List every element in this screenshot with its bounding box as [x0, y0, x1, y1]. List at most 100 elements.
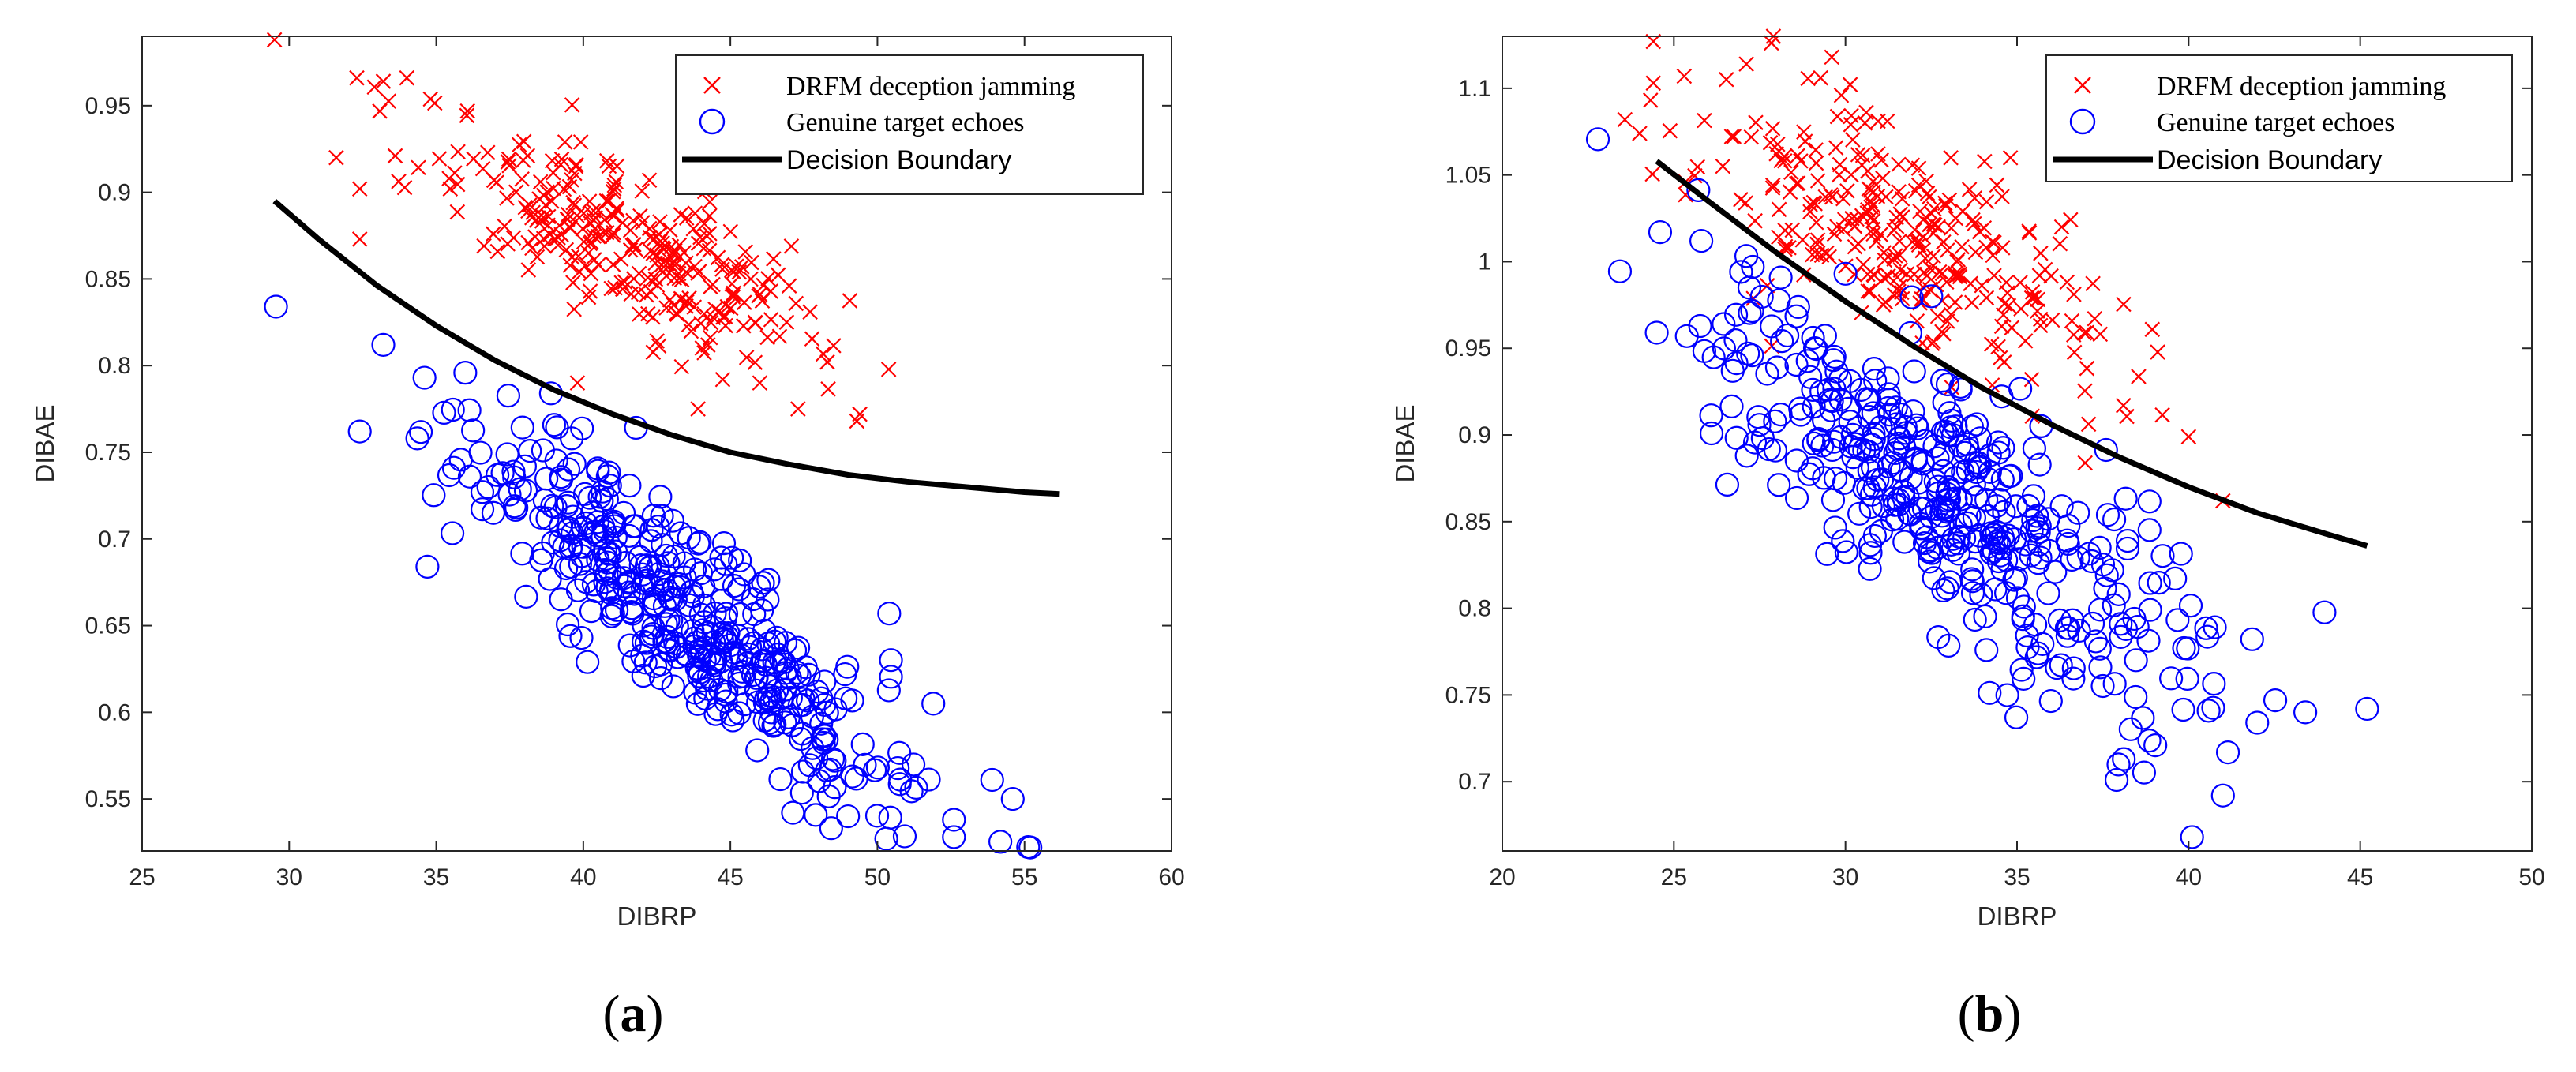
ticks-layer-a: 25 30 35 40 45 50 55 60 0.55 0.6 0.65 0.7 0.75 0.8 0.8… [85, 36, 1185, 890]
x-tick-label: 30 [1832, 864, 1858, 890]
genuine-point [623, 514, 647, 538]
jamming-point [1771, 201, 1787, 218]
genuine-point [692, 593, 716, 618]
jamming-point [1895, 290, 1910, 307]
genuine-point [804, 803, 828, 827]
genuine-point [820, 747, 846, 771]
jamming-point [449, 176, 466, 193]
jamming-point [1645, 75, 1662, 92]
jamming-point [2044, 312, 2060, 328]
y-tick-label: 0.85 [85, 266, 131, 292]
genuine-point [1784, 352, 1809, 377]
genuine-point [1821, 429, 1847, 454]
jamming-point [499, 190, 515, 206]
genuine-point [612, 574, 636, 598]
genuine-point [264, 294, 288, 319]
jamming-point [747, 315, 763, 332]
genuine-point [577, 485, 602, 510]
jamming-point [2053, 219, 2070, 235]
jamming-point [658, 300, 674, 316]
genuine-point [688, 637, 713, 662]
genuine-point [648, 666, 673, 691]
x-tick-label: 40 [570, 864, 596, 890]
genuine-point [1862, 427, 1886, 452]
legend-entry-jamming: DRFM deception jamming [2157, 72, 2446, 101]
jamming-point [586, 203, 602, 219]
jamming-point [536, 238, 553, 254]
jamming-point [565, 275, 581, 290]
genuine-point [877, 602, 902, 626]
genuine-point [579, 599, 604, 624]
jamming-point [1821, 249, 1837, 265]
genuine-point [432, 400, 456, 425]
genuine-point [744, 665, 768, 690]
genuine-point [710, 567, 734, 591]
jamming-point [1773, 152, 1789, 169]
jamming-point [754, 293, 771, 309]
jamming-point [605, 184, 621, 200]
jamming-point [1929, 308, 1946, 324]
axes-box-a [141, 36, 1172, 852]
jamming-point [759, 329, 775, 346]
genuine-point [1935, 500, 1959, 524]
x-tick-label: 25 [1661, 864, 1687, 890]
y-tick-label: 0.55 [85, 786, 131, 812]
jamming-point [1802, 197, 1818, 212]
jamming-point [645, 246, 662, 261]
genuine-point [2106, 752, 2131, 777]
jamming-point [564, 97, 580, 113]
jamming-point [1662, 122, 1678, 139]
genuine-point [988, 830, 1013, 854]
genuine-point [688, 561, 714, 586]
genuine-point [1831, 529, 1855, 553]
genuine-point [1858, 495, 1883, 519]
jamming-point [714, 371, 731, 388]
genuine-point [2203, 615, 2227, 639]
jamming-point [1858, 104, 1874, 121]
genuine-point [1858, 533, 1883, 557]
genuine-point [2043, 560, 2068, 584]
jamming-point [743, 271, 759, 287]
jamming-point [819, 354, 835, 370]
genuine-point [2355, 696, 2379, 722]
genuine-point [2054, 616, 2079, 640]
genuine-point [683, 557, 707, 582]
y-tick-label: 0.75 [85, 440, 131, 466]
boundary-layer-a [272, 198, 1060, 497]
jamming-point [2150, 344, 2165, 360]
genuine-point [1861, 401, 1885, 425]
genuine-point [1959, 414, 1984, 439]
genuine-point [819, 816, 843, 841]
genuine-point [2088, 655, 2113, 680]
genuine-point [2194, 616, 2218, 640]
jamming-point [1783, 164, 1799, 181]
genuine-point [2138, 598, 2162, 622]
genuine-point [1742, 430, 1768, 455]
genuine-point [1947, 524, 1971, 549]
genuine-point [576, 650, 600, 674]
y-tick-label: 0.6 [98, 699, 131, 725]
jamming-point [1967, 190, 1983, 206]
jamming-point [1947, 294, 1963, 310]
jamming-point [1922, 216, 1937, 233]
genuine-point [1607, 259, 1633, 283]
x-axis-label: DIBRP [617, 901, 697, 931]
jamming-point [1804, 246, 1820, 263]
legend-entry-jamming: DRFM deception jamming [786, 72, 1075, 101]
jamming-point [607, 279, 623, 296]
jamming-point [788, 295, 804, 312]
jamming-point [532, 174, 549, 190]
jamming-point [2021, 223, 2037, 239]
jamming-point [1759, 278, 1775, 294]
genuine-point [1936, 423, 1960, 448]
genuine-point [2066, 500, 2090, 525]
genuine-point [720, 545, 744, 570]
genuine-point [2136, 628, 2161, 653]
jamming-point [2119, 408, 2135, 425]
genuine-point [800, 704, 824, 729]
jamming-point [1860, 283, 1876, 299]
genuine-point [591, 479, 615, 504]
jamming-point [351, 181, 368, 197]
genuine-point [942, 825, 966, 849]
genuine-point [714, 602, 739, 626]
